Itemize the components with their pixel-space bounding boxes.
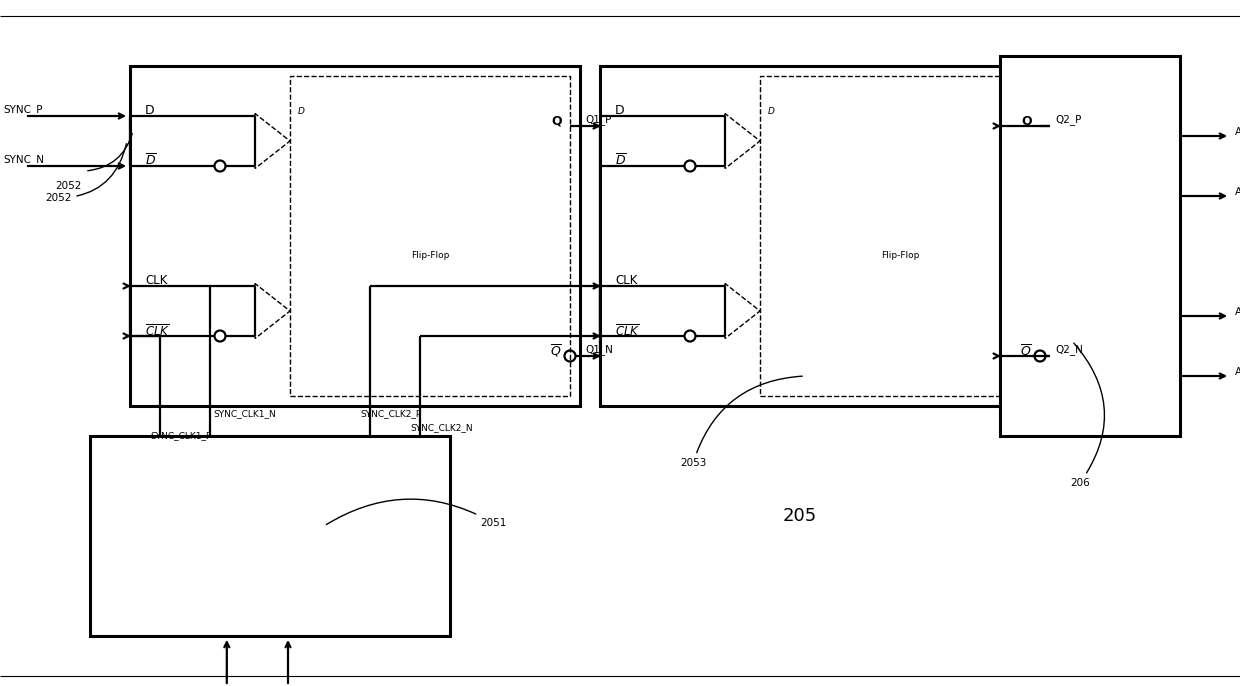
Text: SYNC_CLK1_P: SYNC_CLK1_P: [150, 431, 211, 440]
Text: $\overline{Q}$: $\overline{Q}$: [1021, 343, 1032, 359]
Text: D: D: [145, 104, 155, 117]
Text: ADC1_SYNC_P: ADC1_SYNC_P: [1235, 126, 1240, 137]
Text: $\overline{CLK}$: $\overline{CLK}$: [145, 323, 170, 339]
Text: 2052: 2052: [55, 181, 82, 191]
Text: Flip-Flop: Flip-Flop: [410, 252, 449, 261]
Text: CLK: CLK: [615, 274, 637, 287]
Text: 205: 205: [782, 507, 817, 525]
Text: Q2_P: Q2_P: [1055, 115, 1081, 126]
Text: Q1_P: Q1_P: [585, 115, 611, 126]
Text: SYNC_P: SYNC_P: [2, 104, 42, 115]
Bar: [760, 76, 1040, 396]
Text: Q2_N: Q2_N: [1055, 344, 1083, 355]
Text: D: D: [615, 104, 625, 117]
Text: Q: Q: [1022, 115, 1032, 128]
Text: ADC2_SYNC_P: ADC2_SYNC_P: [1235, 307, 1240, 318]
Text: $\overline{D}$: $\overline{D}$: [615, 153, 626, 169]
Bar: [290, 76, 570, 396]
Text: ADC1_SYNC_N: ADC1_SYNC_N: [1235, 187, 1240, 198]
Bar: [999, 56, 1180, 436]
Text: CLK: CLK: [145, 274, 167, 287]
Text: $\overline{D}$: $\overline{D}$: [145, 153, 156, 169]
Text: 2051: 2051: [326, 499, 506, 528]
Text: $\overline{Q}$: $\overline{Q}$: [551, 343, 562, 359]
Text: 2052: 2052: [45, 143, 126, 203]
Bar: [600, 66, 1050, 406]
Text: D: D: [298, 106, 305, 115]
Text: 206: 206: [1070, 343, 1105, 488]
Text: D: D: [768, 106, 775, 115]
Text: Flip-Flop: Flip-Flop: [880, 252, 919, 261]
Text: Q1_N: Q1_N: [585, 344, 613, 355]
Bar: [130, 66, 580, 406]
Text: SYNC_N: SYNC_N: [2, 154, 43, 165]
Text: SYNC_CLK1_N: SYNC_CLK1_N: [213, 410, 275, 418]
Bar: [91, 436, 450, 636]
Text: ADC2_SYNC_N: ADC2_SYNC_N: [1235, 366, 1240, 377]
Text: 2053: 2053: [680, 376, 802, 468]
Text: SYNC_CLK2_P: SYNC_CLK2_P: [360, 410, 422, 418]
Text: $\overline{CLK}$: $\overline{CLK}$: [615, 323, 640, 339]
Text: Q: Q: [552, 115, 562, 128]
Text: SYNC_CLK2_N: SYNC_CLK2_N: [410, 423, 472, 432]
